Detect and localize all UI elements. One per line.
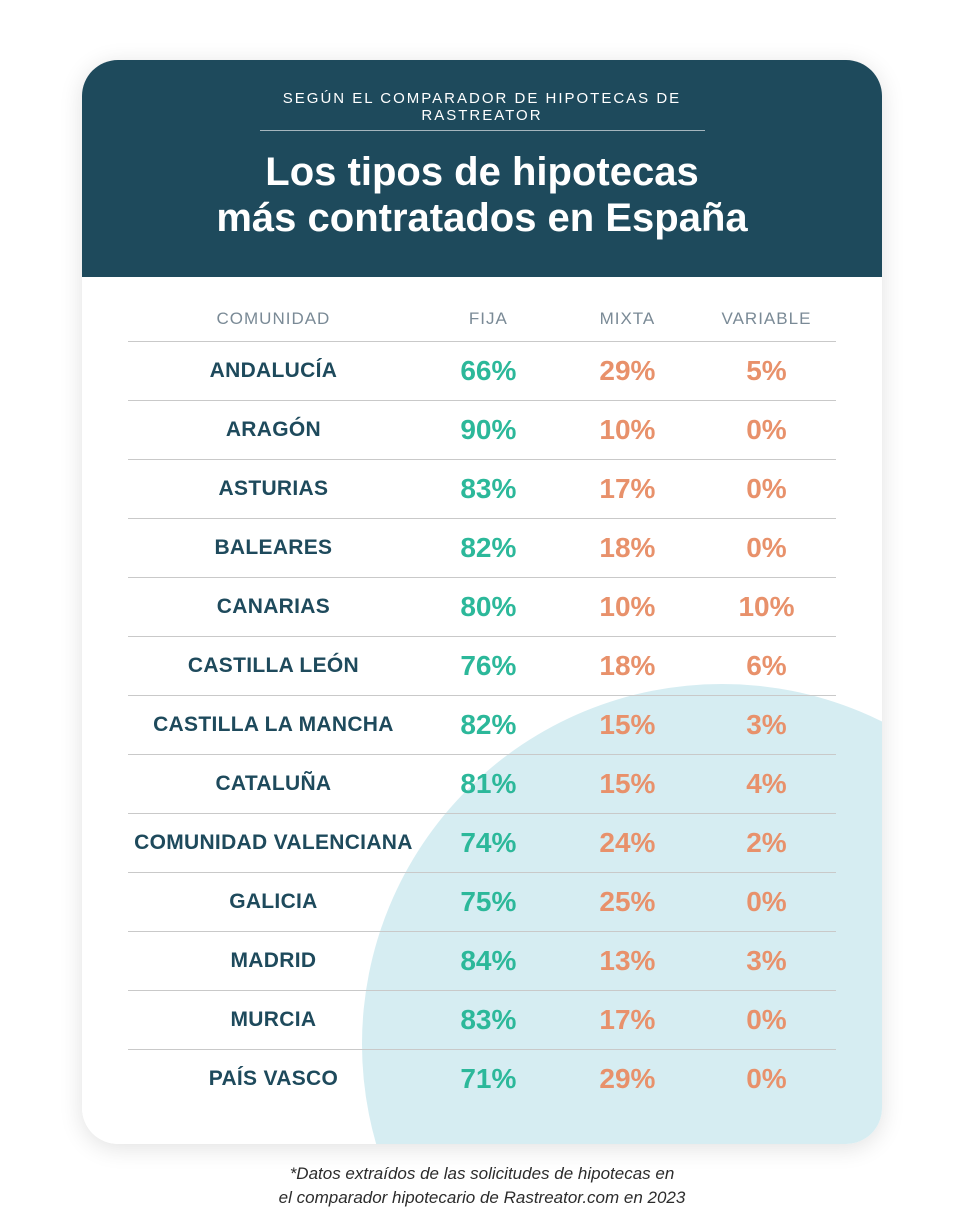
cell-fija: 66% [419, 342, 558, 401]
cell-comunidad: CANARIAS [128, 578, 419, 637]
cell-comunidad: CASTILLA LA MANCHA [128, 696, 419, 755]
cell-variable: 0% [697, 1050, 836, 1109]
supertitle: SEGÚN EL COMPARADOR DE HIPOTECAS DE RAST… [260, 90, 705, 131]
cell-comunidad: PAÍS VASCO [128, 1050, 419, 1109]
cell-mixta: 18% [558, 519, 697, 578]
table-header-row: COMUNIDAD FIJA MIXTA VARIABLE [128, 295, 836, 342]
cell-mixta: 15% [558, 696, 697, 755]
table-row: GALICIA75%25%0% [128, 873, 836, 932]
cell-fija: 83% [419, 991, 558, 1050]
table-row: CASTILLA LEÓN76%18%6% [128, 637, 836, 696]
cell-fija: 82% [419, 696, 558, 755]
cell-variable: 0% [697, 519, 836, 578]
cell-comunidad: ARAGÓN [128, 401, 419, 460]
col-header-fija: FIJA [419, 295, 558, 342]
col-header-mixta: MIXTA [558, 295, 697, 342]
table-row: CASTILLA LA MANCHA82%15%3% [128, 696, 836, 755]
cell-comunidad: GALICIA [128, 873, 419, 932]
footnote-line-1: *Datos extraídos de las solicitudes de h… [290, 1164, 675, 1183]
cell-fija: 82% [419, 519, 558, 578]
cell-comunidad: ASTURIAS [128, 460, 419, 519]
table-row: ANDALUCÍA66%29%5% [128, 342, 836, 401]
cell-variable: 3% [697, 696, 836, 755]
cell-variable: 5% [697, 342, 836, 401]
mortgage-table: COMUNIDAD FIJA MIXTA VARIABLE ANDALUCÍA6… [128, 295, 836, 1108]
title-line-2: más contratados en España [216, 196, 747, 240]
cell-variable: 0% [697, 873, 836, 932]
cell-mixta: 29% [558, 342, 697, 401]
cell-fija: 76% [419, 637, 558, 696]
cell-fija: 83% [419, 460, 558, 519]
cell-mixta: 10% [558, 578, 697, 637]
card-header: SEGÚN EL COMPARADOR DE HIPOTECAS DE RAST… [82, 60, 882, 277]
cell-variable: 6% [697, 637, 836, 696]
cell-fija: 74% [419, 814, 558, 873]
table-row: ASTURIAS83%17%0% [128, 460, 836, 519]
cell-variable: 0% [697, 401, 836, 460]
table-row: CANARIAS80%10%10% [128, 578, 836, 637]
cell-mixta: 17% [558, 991, 697, 1050]
cell-mixta: 13% [558, 932, 697, 991]
infographic-card: SEGÚN EL COMPARADOR DE HIPOTECAS DE RAST… [82, 60, 882, 1144]
col-header-comunidad: COMUNIDAD [128, 295, 419, 342]
cell-mixta: 24% [558, 814, 697, 873]
cell-mixta: 18% [558, 637, 697, 696]
table-row: MURCIA83%17%0% [128, 991, 836, 1050]
cell-comunidad: CASTILLA LEÓN [128, 637, 419, 696]
cell-fija: 80% [419, 578, 558, 637]
table-row: PAÍS VASCO71%29%0% [128, 1050, 836, 1109]
col-header-variable: VARIABLE [697, 295, 836, 342]
cell-comunidad: COMUNIDAD VALENCIANA [128, 814, 419, 873]
cell-variable: 4% [697, 755, 836, 814]
cell-comunidad: BALEARES [128, 519, 419, 578]
footnote-line-2: el comparador hipotecario de Rastreator.… [279, 1188, 686, 1207]
table-row: ARAGÓN90%10%0% [128, 401, 836, 460]
cell-fija: 84% [419, 932, 558, 991]
cell-mixta: 25% [558, 873, 697, 932]
table-row: CATALUÑA81%15%4% [128, 755, 836, 814]
cell-comunidad: ANDALUCÍA [128, 342, 419, 401]
cell-fija: 90% [419, 401, 558, 460]
cell-mixta: 15% [558, 755, 697, 814]
table-row: MADRID84%13%3% [128, 932, 836, 991]
cell-fija: 75% [419, 873, 558, 932]
footnote: *Datos extraídos de las solicitudes de h… [82, 1162, 882, 1210]
table-row: COMUNIDAD VALENCIANA74%24%2% [128, 814, 836, 873]
cell-fija: 71% [419, 1050, 558, 1109]
cell-variable: 0% [697, 460, 836, 519]
cell-mixta: 17% [558, 460, 697, 519]
cell-comunidad: MURCIA [128, 991, 419, 1050]
cell-mixta: 29% [558, 1050, 697, 1109]
card-body: COMUNIDAD FIJA MIXTA VARIABLE ANDALUCÍA6… [82, 277, 882, 1144]
cell-comunidad: CATALUÑA [128, 755, 419, 814]
cell-variable: 10% [697, 578, 836, 637]
cell-mixta: 10% [558, 401, 697, 460]
title-line-1: Los tipos de hipotecas [265, 150, 698, 194]
cell-variable: 0% [697, 991, 836, 1050]
main-title: Los tipos de hipotecas más contratados e… [122, 149, 842, 241]
cell-comunidad: MADRID [128, 932, 419, 991]
cell-variable: 3% [697, 932, 836, 991]
cell-fija: 81% [419, 755, 558, 814]
table-row: BALEARES82%18%0% [128, 519, 836, 578]
cell-variable: 2% [697, 814, 836, 873]
